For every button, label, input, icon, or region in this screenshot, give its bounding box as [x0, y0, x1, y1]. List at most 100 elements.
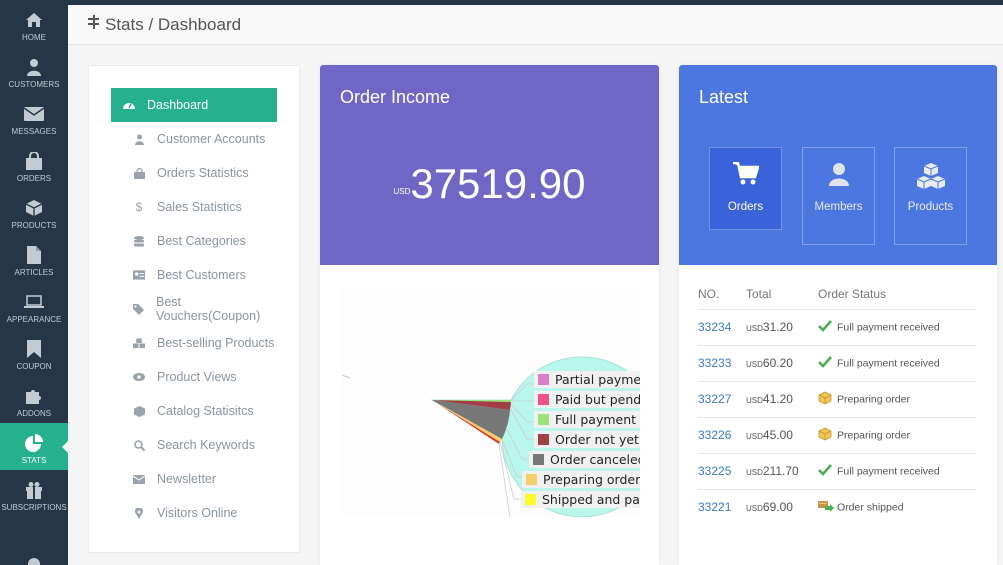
menu-item-product-views[interactable]: Product Views — [111, 360, 277, 394]
table-row: 33234 USD31.20 Full payment received — [698, 309, 976, 346]
nav-item-subscriptions[interactable]: SUBSCRIPTIONS — [0, 470, 68, 517]
nav-item-articles[interactable]: ARTICLES — [0, 235, 68, 282]
cubes-icon — [133, 337, 145, 349]
nav-label: STATS — [21, 456, 47, 465]
table-header-row: NO. Total Order Status — [698, 285, 976, 310]
stats-menu: Dashboard Customer Accounts Orders Stati… — [88, 65, 300, 553]
user-icon — [24, 57, 44, 77]
menu-label: Newsletter — [157, 472, 217, 486]
nav-label: APPEARANCE — [6, 315, 62, 324]
nav-item-orders[interactable]: ORDERS — [0, 141, 68, 188]
legend-item: Order not yet — [534, 431, 640, 448]
home-icon — [24, 10, 44, 30]
latest-card: Latest Orders Members Products NO. Total… — [679, 65, 997, 565]
menu-item-search-keywords[interactable]: Search Keywords — [111, 428, 277, 462]
nav-settings-icon[interactable] — [26, 553, 42, 565]
menu-label: Best Categories — [157, 234, 246, 248]
nav-label: ARTICLES — [14, 268, 54, 277]
menu-item-customer-accounts[interactable]: Customer Accounts — [111, 122, 277, 156]
tag-icon — [133, 303, 144, 315]
order-number-link[interactable]: 33221 — [698, 500, 732, 515]
search-icon — [133, 439, 145, 451]
table-row: 33233 USD60.20 Full payment received — [698, 345, 976, 382]
tab-label: Members — [814, 201, 863, 213]
menu-item-catalog-statistics[interactable]: Catalog Statisitcs — [111, 394, 277, 428]
check-icon — [818, 463, 833, 479]
tab-members[interactable]: Members — [802, 147, 875, 245]
menu-label: Sales Statistics — [157, 200, 242, 214]
laptop-icon — [24, 292, 44, 312]
latest-orders-table: NO. Total Order Status 33234 USD31.20 Fu… — [698, 285, 976, 525]
menu-label: Visitors Online — [157, 506, 238, 520]
tab-orders[interactable]: Orders — [709, 147, 782, 230]
user-icon — [803, 162, 874, 190]
menu-item-visitors-online[interactable]: Visitors Online — [111, 496, 277, 530]
user-icon — [133, 134, 145, 145]
order-status: Order shipped — [818, 489, 976, 525]
menu-item-best-selling-products[interactable]: Best-selling Products — [111, 326, 277, 360]
shopping-bag-icon — [24, 151, 44, 171]
order-number-link[interactable]: 33234 — [698, 309, 746, 346]
menu-item-best-vouchers[interactable]: Best Vouchers(Coupon) — [111, 292, 277, 326]
order-number-link[interactable]: 33233 — [698, 345, 746, 382]
nav-item-customers[interactable]: CUSTOMERS — [0, 47, 68, 94]
nav-item-addons[interactable]: ADDONS — [0, 376, 68, 423]
nav-label: ORDERS — [16, 174, 52, 183]
table-row: 33227 USD41.20 Preparing order — [698, 381, 976, 418]
order-status: Full payment received — [818, 345, 976, 382]
pie-chart-icon — [24, 433, 44, 453]
menu-item-sales-statistics[interactable]: $ Sales Statistics — [111, 190, 277, 224]
cube-icon — [24, 198, 44, 218]
nav-item-appearance[interactable]: APPEARANCE — [0, 282, 68, 329]
order-total: USD41.20 — [746, 381, 818, 418]
menu-label: Customer Accounts — [157, 132, 266, 146]
legend-item: Order canceled — [529, 451, 640, 468]
order-status: Preparing order — [818, 417, 976, 454]
menu-item-dashboard[interactable]: Dashboard — [111, 88, 277, 122]
nav-label: MESSAGES — [11, 127, 57, 136]
table-row: 33226 USD45.00 Preparing order — [698, 417, 976, 454]
order-number-link[interactable]: 33225 — [698, 453, 746, 490]
menu-item-orders-statistics[interactable]: Orders Statistics — [111, 156, 277, 190]
legend-item: Shipped and par — [521, 491, 640, 508]
order-status-pie-chart[interactable]: Partial paymer Paid but pendi Full payme… — [342, 287, 640, 517]
gift-icon — [24, 480, 44, 500]
order-total: USD60.20 — [746, 345, 818, 382]
order-status: Preparing order — [818, 381, 976, 418]
order-number-link[interactable]: 33226 — [698, 417, 746, 454]
table-row: 33225 USD211.70 Full payment received — [698, 453, 976, 490]
check-icon — [818, 355, 833, 371]
menu-item-newsletter[interactable]: Newsletter — [111, 462, 277, 496]
left-nav: HOME CUSTOMERS MESSAGES ORDERS PRODUCTS … — [0, 0, 68, 565]
menu-label: Orders Statistics — [157, 166, 249, 180]
menu-label: Best-selling Products — [157, 336, 275, 350]
order-status: Full payment received — [818, 453, 976, 490]
nav-item-stats[interactable]: STATS — [0, 423, 68, 470]
page-header: Stats / Dashboard — [68, 5, 1003, 45]
order-total: USD211.70 — [746, 453, 818, 490]
column-header-no: NO. — [698, 285, 746, 310]
legend-item: Preparing order — [522, 471, 640, 488]
envelope-icon — [24, 104, 44, 124]
truck-icon — [818, 499, 834, 516]
column-header-total: Total — [746, 285, 818, 310]
nav-item-coupon[interactable]: COUPON — [0, 329, 68, 376]
dashboard-icon — [123, 100, 135, 110]
menu-item-best-categories[interactable]: Best Categories — [111, 224, 277, 258]
file-icon — [24, 245, 44, 265]
envelope-icon — [133, 474, 145, 484]
map-marker-icon — [133, 507, 145, 519]
chart-legend: Partial paymer Paid but pendi Full payme… — [342, 287, 640, 517]
nav-label: CUSTOMERS — [8, 80, 60, 89]
box-icon — [818, 427, 833, 444]
nav-item-products[interactable]: PRODUCTS — [0, 188, 68, 235]
legend-item: Full payment r — [534, 411, 640, 428]
order-number-link[interactable]: 33227 — [698, 381, 746, 418]
nav-label: SUBSCRIPTIONS — [1, 503, 67, 512]
tab-products[interactable]: Products — [894, 147, 967, 245]
table-row: 33221 USD69.00 Order shipped — [698, 489, 976, 525]
menu-item-best-customers[interactable]: Best Customers — [111, 258, 277, 292]
nav-item-home[interactable]: HOME — [0, 0, 68, 47]
legend-item: Partial paymer — [534, 371, 640, 388]
nav-item-messages[interactable]: MESSAGES — [0, 94, 68, 141]
